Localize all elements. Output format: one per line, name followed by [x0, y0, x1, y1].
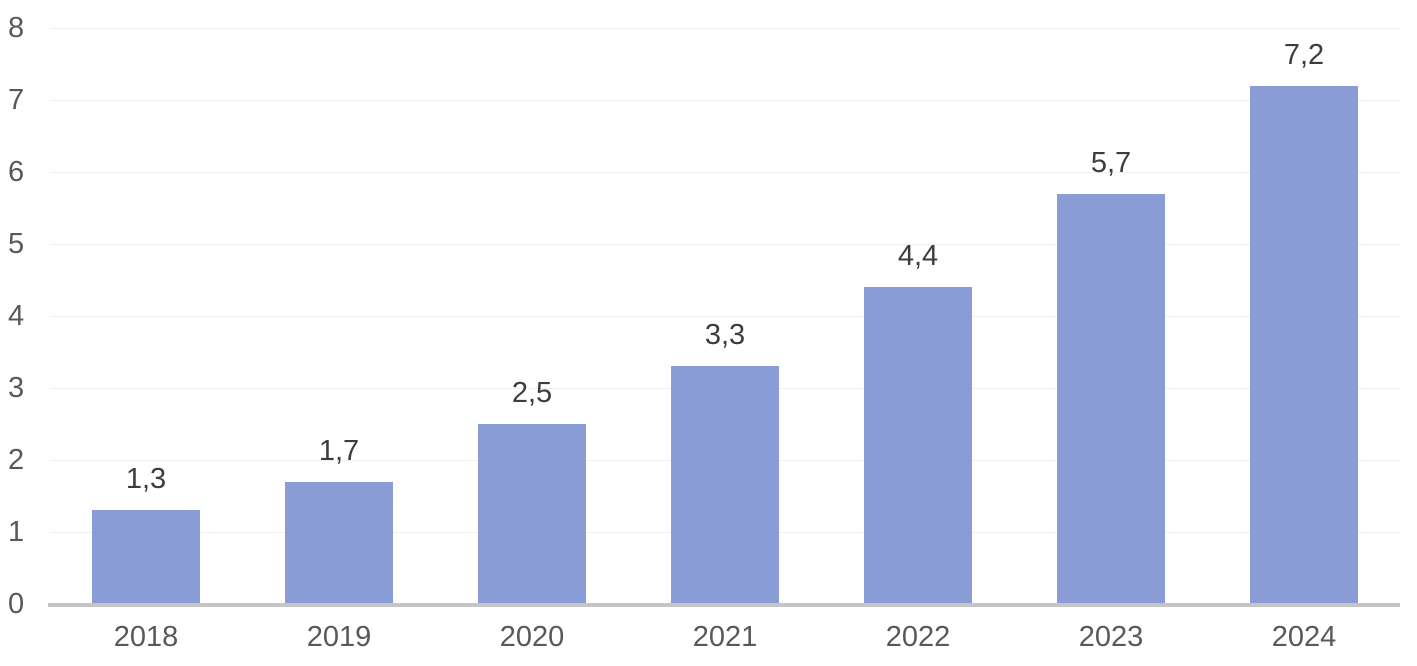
gridline: [50, 100, 1400, 101]
y-tick-label: 1: [8, 516, 25, 548]
bar-value-label: 1,3: [125, 463, 167, 495]
bar: [864, 287, 972, 604]
bar: [1057, 194, 1165, 604]
gridline: [50, 172, 1400, 173]
x-tick-label: 2022: [885, 621, 951, 653]
bar: [92, 510, 200, 604]
y-tick-label: 4: [8, 300, 25, 332]
y-tick-label: 8: [8, 12, 25, 44]
y-tick-label: 5: [8, 228, 25, 260]
bar-value-label: 7,2: [1283, 39, 1325, 71]
bar-value-label: 5,7: [1090, 147, 1132, 179]
bar: [671, 366, 779, 604]
x-tick-label: 2023: [1078, 621, 1144, 653]
bar: [478, 424, 586, 604]
y-tick-label: 0: [8, 588, 25, 620]
gridline: [50, 244, 1400, 245]
y-tick-label: 7: [8, 84, 25, 116]
x-tick-label: 2018: [113, 621, 179, 653]
x-tick-label: 2024: [1271, 621, 1337, 653]
bar-value-label: 1,7: [318, 435, 360, 467]
bar: [285, 482, 393, 604]
bar: [1250, 86, 1358, 604]
y-tick-label: 6: [8, 156, 25, 188]
bar-value-label: 4,4: [897, 240, 939, 272]
bar-value-label: 2,5: [511, 377, 553, 409]
gridline: [50, 316, 1400, 317]
gridline: [50, 28, 1400, 29]
x-tick-label: 2021: [692, 621, 758, 653]
x-tick-label: 2019: [306, 621, 372, 653]
y-tick-label: 3: [8, 372, 25, 404]
bar-value-label: 3,3: [704, 319, 746, 351]
x-tick-label: 2020: [499, 621, 565, 653]
y-tick-label: 2: [8, 444, 25, 476]
